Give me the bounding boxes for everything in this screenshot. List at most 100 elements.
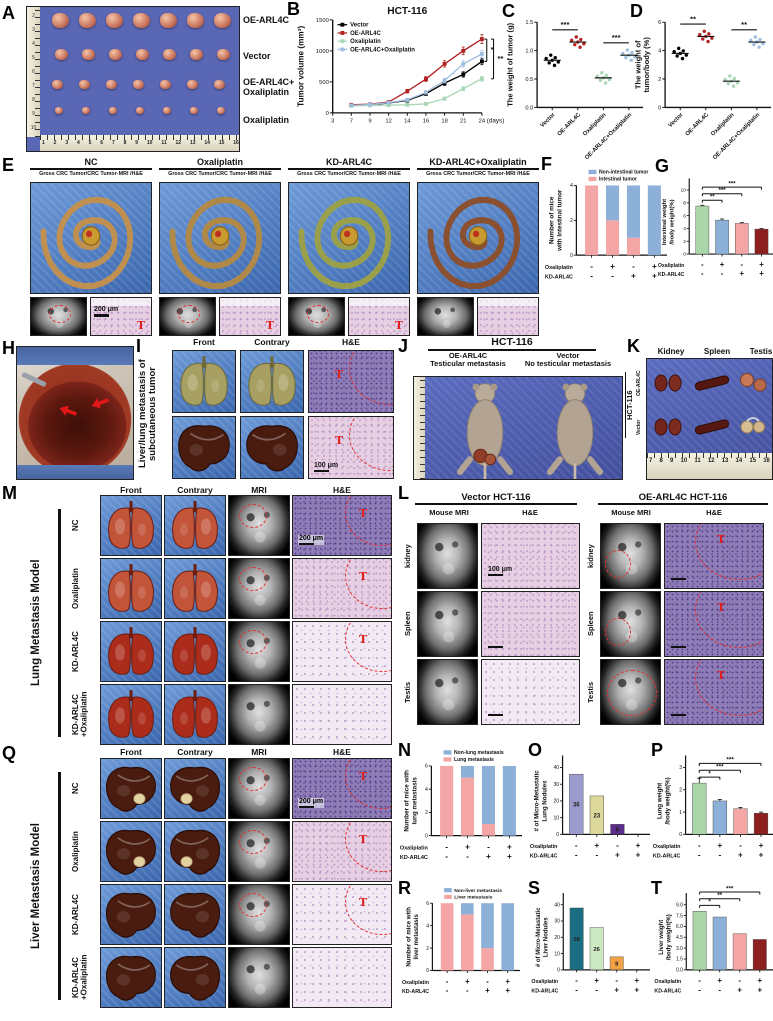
panel-k-organs-photo: 7 8 9 10 11 12 13 14 15 16 [646, 358, 773, 480]
panel-m-row-label: Oxaliplatin [71, 568, 80, 609]
tumor-outline [239, 630, 267, 654]
liver-photo-shape [170, 955, 221, 1001]
panel-t-chart: 0.0 1.5 3.0 4.5 6.0 7.5 9.0 * ** *** Liver weight /… [653, 883, 773, 1020]
tumor-specimen [187, 12, 204, 28]
panel-q-row-label: KD-ARL4C +Oxaliplatin [71, 954, 89, 1001]
svg-text:***: *** [718, 187, 726, 194]
svg-text:-: - [590, 272, 593, 281]
svg-text:+: + [486, 852, 491, 861]
panel-i-contrary-photo [240, 350, 304, 413]
liver-photo-shape [178, 425, 230, 472]
lung-photo-shape [172, 690, 218, 738]
mouse-photo-shape [456, 383, 514, 479]
svg-text:1.5: 1.5 [676, 957, 683, 963]
mri-image [228, 558, 290, 619]
tumor-specimen [163, 48, 176, 61]
panel-l-group-title: OE-ARL4C HCT-116 [598, 492, 768, 506]
svg-text:OE-ARL4C: OE-ARL4C [685, 112, 711, 138]
panel-k-letter: K [627, 336, 640, 356]
tumor-t-marker: T [717, 533, 726, 546]
svg-text:1.5: 1.5 [525, 20, 533, 26]
svg-text:10: 10 [553, 815, 559, 821]
he-image: T [664, 523, 764, 589]
svg-text:Lung weight: Lung weight [657, 783, 664, 819]
svg-text:Intestinal weight: Intestinal weight [662, 199, 668, 245]
liver-photo-shape [170, 766, 221, 812]
svg-text:0.0: 0.0 [525, 105, 533, 111]
panel-i-front-photo [172, 416, 236, 479]
panel-e-gross-photo [288, 182, 410, 294]
panel-a-bottom-ruler: 1 2 3 4 5 6 7 8 9 10 11 12 13 14 15 16 [40, 135, 239, 151]
tumor-t-marker: T [335, 434, 344, 447]
front-photo [100, 947, 162, 1008]
he-image: T 200 μm [292, 495, 392, 556]
panel-m-col-header: Front [120, 485, 142, 495]
svg-text:12: 12 [385, 119, 391, 125]
svg-text:(days): (days) [487, 118, 504, 125]
tumor-outline [345, 496, 391, 546]
tumor-t-marker: T [717, 601, 726, 614]
svg-text:-: - [595, 985, 598, 994]
svg-text:0: 0 [426, 968, 429, 974]
tumor-outline [239, 767, 267, 791]
he-image: 100 μm [481, 523, 580, 589]
contrary-photo [164, 621, 226, 682]
panel-q-letter: Q [2, 743, 17, 763]
tumor-t-marker: T [359, 507, 368, 520]
tumor-outline [49, 305, 71, 323]
tumor-outline [607, 670, 657, 716]
tumor-outline [345, 822, 391, 872]
intestine-spiral-shape [169, 196, 263, 290]
retractor-tool [21, 371, 47, 388]
svg-text:36: 36 [573, 802, 580, 808]
svg-text:*: * [708, 770, 711, 777]
svg-text:KD-ARL4C: KD-ARL4C [530, 854, 558, 860]
panel-q-title: Liver Metastasis Model [30, 823, 42, 949]
lung-photo-shape [172, 564, 218, 612]
svg-text:+: + [737, 985, 742, 994]
tumor-t-marker: T [394, 319, 403, 332]
svg-text:20: 20 [553, 799, 559, 805]
svg-text:0.5: 0.5 [525, 77, 533, 83]
tumor-specimen [133, 79, 144, 90]
tumor-t-marker: T [359, 633, 368, 646]
panel-e-he: T 200 μm [90, 297, 152, 336]
mouse-mri-image [417, 659, 478, 725]
panel-a-group-label: OE-ARL4C+ Oxaliplatin [243, 77, 295, 97]
contrary-photo [164, 821, 226, 882]
tumor-specimen [160, 12, 177, 28]
svg-text:2: 2 [658, 77, 661, 83]
lung-photo-shape [108, 627, 154, 675]
panel-q-row-label: KD-ARL4C [71, 894, 80, 935]
svg-text:Lung metastasis: Lung metastasis [454, 757, 494, 763]
svg-text:-: - [632, 262, 635, 271]
svg-text:-: - [738, 976, 741, 985]
panel-e-mri [30, 297, 87, 336]
svg-text:Non-liver metastasis: Non-liver metastasis [454, 888, 502, 894]
red-arrow-icon [59, 405, 77, 416]
svg-text:-: - [487, 843, 490, 852]
svg-text:-: - [466, 986, 469, 995]
panel-m-col-header: H&E [333, 485, 351, 495]
tumor-outline [345, 885, 391, 935]
panel-i-col-header: H&E [342, 337, 360, 347]
front-photo [100, 758, 162, 819]
svg-text:6.0: 6.0 [676, 924, 683, 930]
panel-m-title: Lung Metastasis Model [30, 559, 42, 687]
panel-q-row-label: NC [71, 782, 80, 795]
svg-text:-: - [575, 851, 578, 860]
svg-text:+: + [636, 851, 641, 860]
tumor-outline [345, 622, 391, 672]
svg-text:-: - [611, 272, 614, 281]
red-arrow-icon [57, 403, 79, 424]
svg-text:6: 6 [426, 901, 429, 907]
panel-o-letter: O [528, 740, 543, 760]
panel-p-letter: P [651, 740, 664, 760]
svg-text:0.0: 0.0 [676, 968, 683, 974]
mri-image [228, 758, 290, 819]
svg-text:-: - [616, 841, 619, 850]
panel-k-row-label: OE-ARL4C [636, 370, 642, 396]
panel-i-he: T 100 μm [308, 416, 394, 479]
tumor-outline [178, 305, 200, 323]
panel-e-group-title: KD-ARL4C [288, 157, 410, 170]
